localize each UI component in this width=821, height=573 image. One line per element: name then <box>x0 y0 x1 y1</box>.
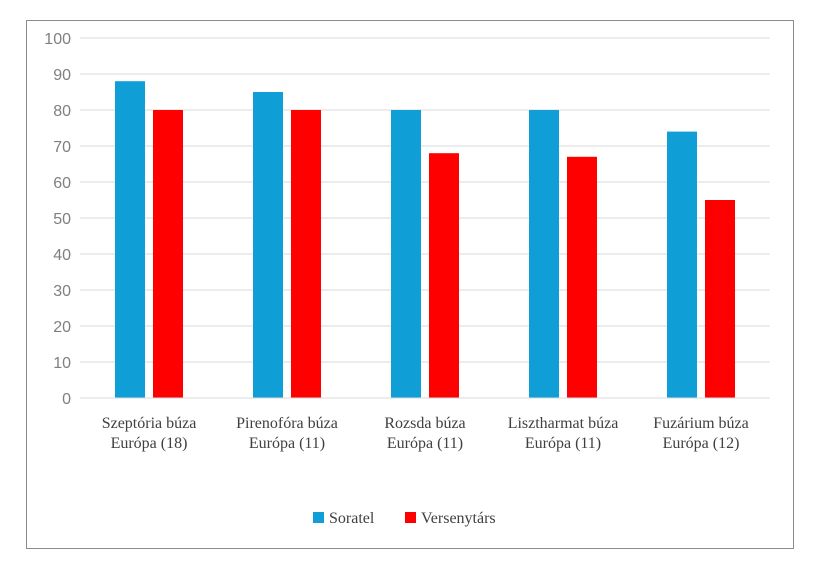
x-tick-label: Pirenofóra búza <box>236 415 338 432</box>
bar-versenytárs-5 <box>705 200 735 398</box>
legend-label-soratel: Soratel <box>329 510 375 527</box>
y-tick-label: 70 <box>53 139 71 156</box>
y-tick-label: 30 <box>53 283 71 300</box>
bar-soratel-3 <box>391 110 421 398</box>
y-tick-label: 40 <box>53 247 71 264</box>
x-tick-label: Szeptória búza <box>102 415 197 432</box>
bar-versenytárs-1 <box>153 110 183 398</box>
y-tick-label: 80 <box>53 103 71 120</box>
bar-soratel-5 <box>667 131 697 398</box>
x-tick-label: Európa (11) <box>525 435 601 452</box>
x-tick-label: Európa (12) <box>663 435 740 452</box>
bar-versenytárs-3 <box>429 153 459 398</box>
y-tick-label: 60 <box>53 175 71 192</box>
y-tick-label: 90 <box>53 67 71 84</box>
x-tick-label: Rozsda búza <box>384 415 465 432</box>
bar-versenytárs-2 <box>291 110 321 398</box>
x-tick-label: Lisztharmat búza <box>508 415 619 432</box>
x-tick-label: Európa (11) <box>249 435 325 452</box>
bars <box>115 81 735 398</box>
x-tick-label: Európa (11) <box>387 435 463 452</box>
gridlines <box>80 37 770 363</box>
legend-swatch-soratel <box>313 512 324 523</box>
bar-soratel-4 <box>529 110 559 398</box>
y-tick-label: 20 <box>53 319 71 336</box>
bar-soratel-1 <box>115 81 145 398</box>
y-tick-label: 50 <box>53 211 71 228</box>
legend-swatch-versenytárs <box>405 512 416 523</box>
bar-soratel-2 <box>253 92 283 398</box>
y-axis-ticks: 0 10 20 30 40 50 60 70 80 90 100 <box>44 31 71 408</box>
bar-versenytárs-4 <box>567 156 597 398</box>
x-axis-ticks: Szeptória búza Európa (18) Pirenofóra búza… <box>102 415 749 452</box>
x-tick-label: Fuzárium búza <box>653 415 749 432</box>
y-tick-label: 100 <box>44 31 71 48</box>
y-tick-label: 0 <box>62 391 71 408</box>
legend: Soratel Versenytárs <box>313 510 496 527</box>
legend-label-versenytárs: Versenytárs <box>421 510 496 527</box>
x-tick-label: Európa (18) <box>111 435 188 452</box>
y-tick-label: 10 <box>53 355 71 372</box>
